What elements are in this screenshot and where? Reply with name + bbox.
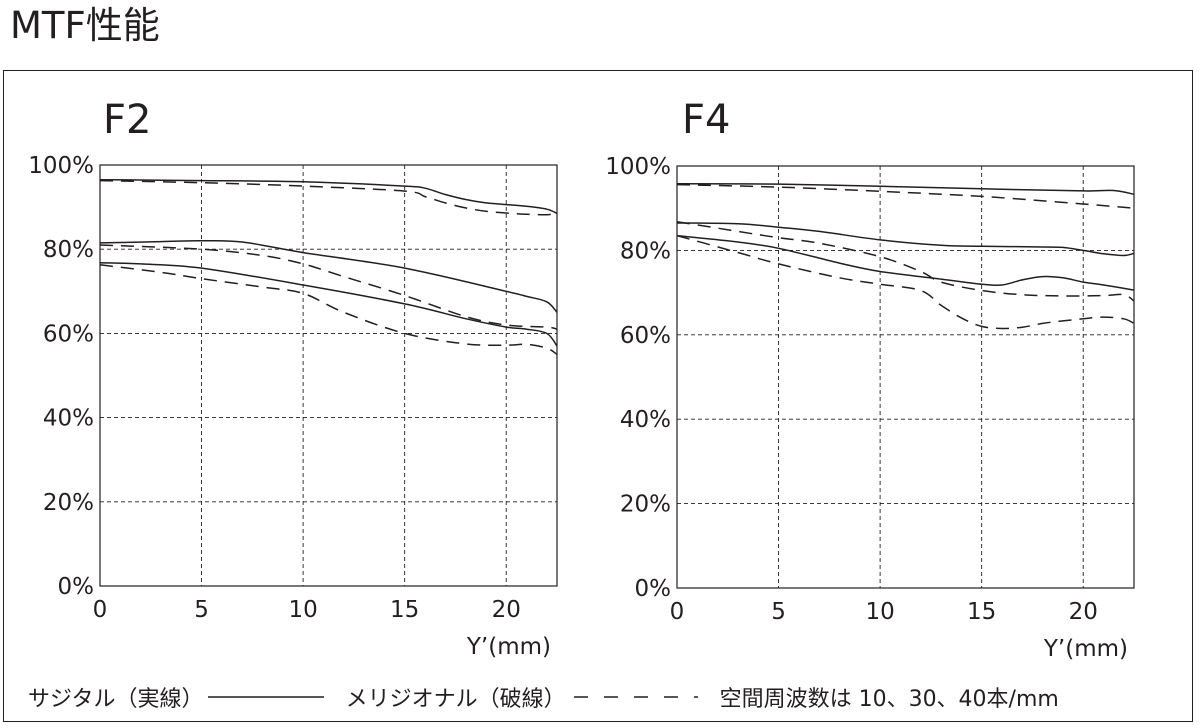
y-tick-label: 60% bbox=[620, 323, 671, 349]
y-tick-label: 80% bbox=[620, 238, 671, 264]
sagittal-series-line bbox=[676, 182, 1135, 196]
x-tick-label: 0 bbox=[93, 597, 108, 623]
page-title: MTF性能 bbox=[10, 4, 160, 47]
chart-frame bbox=[3, 70, 1193, 722]
x-tick-label: 20 bbox=[1069, 599, 1098, 625]
x-tick-label: 5 bbox=[771, 599, 786, 625]
x-tick-label: 15 bbox=[390, 597, 419, 623]
y-tick-label: 80% bbox=[43, 237, 94, 263]
meridional-series-line bbox=[676, 220, 1135, 302]
x-tick-label: 0 bbox=[670, 599, 685, 625]
legend-dashed-swatch bbox=[573, 696, 698, 698]
plot-area bbox=[99, 164, 558, 587]
legend-spatial-frequency-label: 空間周波数は 10、30、40本/mm bbox=[719, 687, 1059, 712]
chart-f2: F2 0% 20% 40% 60% 80% 100% 0 5 10 15 20 Y’(mm) bbox=[28, 97, 558, 660]
y-tick-label: 40% bbox=[620, 407, 671, 433]
sagittal-series-line bbox=[99, 239, 558, 313]
x-tick-label: 10 bbox=[865, 599, 894, 625]
plot-area bbox=[676, 165, 1135, 589]
meridional-series-line bbox=[99, 179, 558, 216]
legend: サジタル（実線） メリジオナル（破線） 空間周波数は 10、30、40本/mm bbox=[28, 680, 1059, 714]
meridional-series-line bbox=[99, 264, 558, 356]
x-tick-label: 15 bbox=[967, 599, 996, 625]
y-tick-label: 20% bbox=[620, 492, 671, 518]
x-axis-label: Y’(mm) bbox=[1043, 636, 1128, 662]
legend-solid-swatch bbox=[207, 696, 324, 698]
chart-f4: F4 0% 20% 40% 60% 80% 100% 0 5 10 15 20 Y’(mm) bbox=[605, 97, 1135, 662]
legend-sagittal-label: サジタル（実線） bbox=[28, 687, 204, 712]
legend-meridional-label: メリジオナル（破線） bbox=[345, 687, 566, 712]
y-tick-label: 0% bbox=[635, 576, 672, 602]
y-tick-label: 40% bbox=[43, 406, 94, 432]
sagittal-series-line bbox=[676, 222, 1135, 257]
y-tick-label: 100% bbox=[605, 154, 671, 180]
y-tick-label: 20% bbox=[43, 490, 94, 516]
x-tick-label: 20 bbox=[492, 597, 521, 623]
meridional-series-line bbox=[676, 183, 1135, 209]
chart-title: F2 bbox=[103, 97, 151, 143]
x-tick-label: 10 bbox=[288, 597, 317, 623]
y-tick-label: 0% bbox=[58, 574, 95, 600]
meridional-series-line bbox=[99, 244, 558, 330]
meridional-series-line bbox=[676, 234, 1135, 330]
y-tick-label: 100% bbox=[28, 153, 94, 179]
x-tick-label: 5 bbox=[194, 597, 209, 623]
x-axis-label: Y’(mm) bbox=[466, 634, 551, 660]
sagittal-series-line bbox=[676, 234, 1135, 291]
chart-title: F4 bbox=[682, 97, 730, 143]
sagittal-series-line bbox=[99, 178, 558, 215]
sagittal-series-line bbox=[99, 261, 558, 347]
y-tick-label: 60% bbox=[43, 321, 94, 347]
